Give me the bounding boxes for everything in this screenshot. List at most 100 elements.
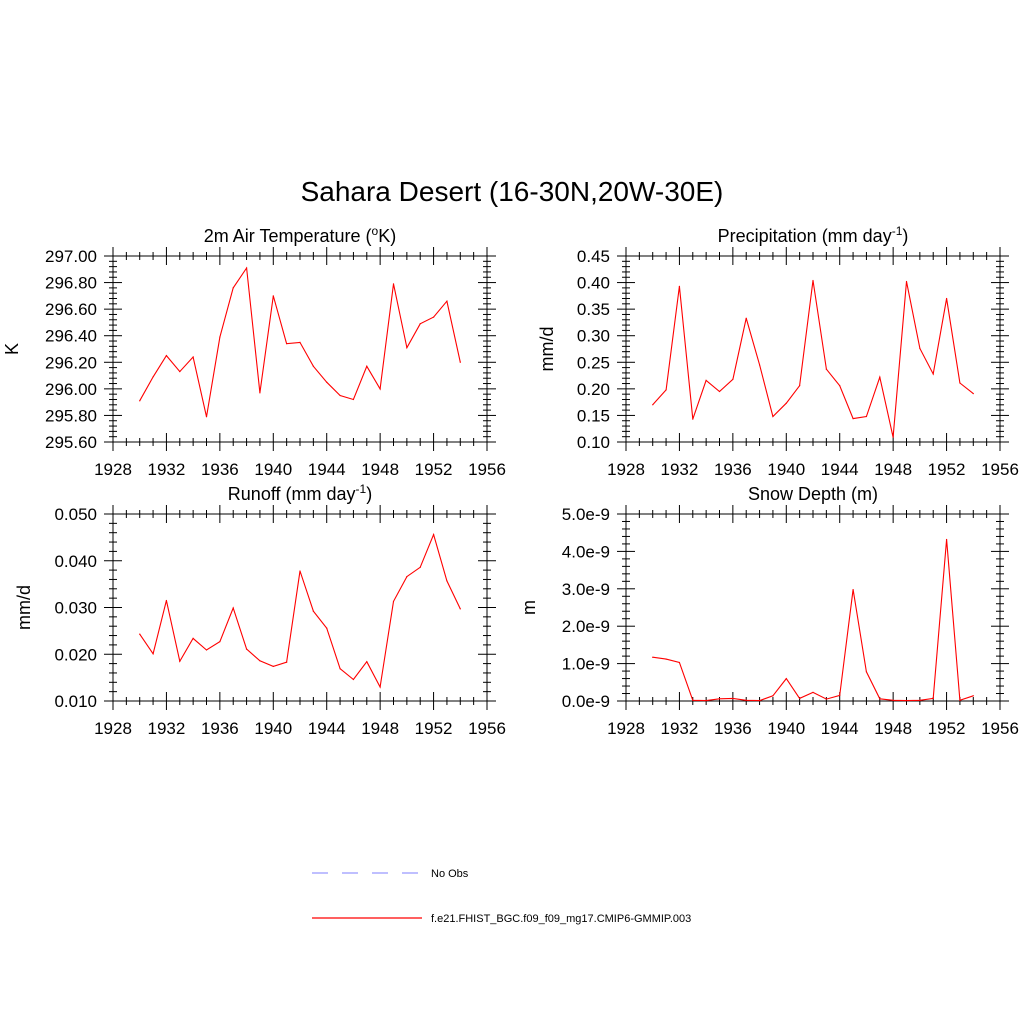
data-point (139, 400, 141, 402)
data-point (799, 697, 801, 699)
data-point (406, 347, 408, 349)
panel-title: Precipitation (mm day-1) (718, 224, 909, 246)
data-point (718, 390, 721, 393)
y-tick-label: 0.40 (577, 274, 610, 293)
data-point (419, 323, 421, 325)
data-point (299, 341, 301, 343)
data-point (312, 610, 314, 612)
data-point (705, 379, 707, 381)
data-point (392, 600, 395, 603)
data-point (799, 385, 801, 387)
data-point (745, 699, 747, 701)
x-tick-label: 1940 (254, 460, 292, 479)
data-point (205, 416, 208, 418)
y-tick-label: 295.80 (45, 406, 97, 425)
y-tick-label: 1.0e-9 (562, 655, 610, 674)
data-point (718, 698, 721, 700)
data-point (665, 389, 667, 391)
data-point (366, 365, 368, 367)
data-point (245, 267, 248, 269)
y-tick-label: 0.010 (54, 692, 97, 711)
y-tick-label: 0.040 (54, 552, 97, 571)
data-point (758, 700, 761, 702)
y-tick-label: 296.80 (45, 274, 97, 293)
data-point (312, 365, 314, 367)
y-tick-label: 296.40 (45, 327, 97, 346)
data-point (379, 686, 381, 688)
data-point (232, 607, 234, 609)
data-point (652, 656, 654, 658)
panel-title: Snow Depth (m) (748, 484, 878, 504)
data-point (745, 317, 747, 319)
series-line (652, 539, 974, 702)
data-point (459, 361, 461, 363)
data-point (865, 415, 868, 418)
y-tick-label: 296.00 (45, 380, 97, 399)
y-axis-label: mm/d (537, 327, 557, 372)
data-point (339, 668, 341, 670)
data-point (152, 376, 154, 378)
data-point (678, 285, 681, 287)
data-point (705, 700, 707, 702)
y-tick-label: 0.30 (577, 327, 610, 346)
x-tick-label: 1944 (308, 460, 346, 479)
x-tick-label: 1928 (607, 460, 645, 479)
data-point (892, 699, 894, 701)
data-point (865, 671, 868, 673)
y-tick-label: 297.00 (45, 247, 97, 266)
data-point (165, 355, 168, 357)
data-point (219, 641, 221, 643)
data-point (446, 300, 448, 302)
x-tick-label: 1940 (767, 460, 805, 479)
data-point (932, 697, 934, 699)
y-tick-label: 296.60 (45, 300, 97, 319)
data-point (905, 280, 908, 283)
data-point (785, 677, 787, 680)
y-tick-label: 0.25 (577, 353, 610, 372)
data-point (905, 700, 908, 702)
series-line (652, 280, 974, 438)
data-point (419, 566, 421, 568)
y-tick-label: 295.60 (45, 433, 97, 452)
data-point (245, 648, 248, 650)
data-point (379, 388, 381, 390)
data-point (839, 385, 841, 387)
panel-title-text: Precipitation (718, 226, 822, 246)
data-point (352, 398, 355, 401)
data-point (945, 297, 948, 300)
legend: No Obs f.e21.FHIST_BGC.f09_f09_mg17.CMIP6… (312, 868, 691, 925)
data-point (825, 368, 827, 370)
data-point (652, 404, 654, 406)
x-tick-label: 1928 (94, 460, 132, 479)
data-point (299, 570, 301, 572)
x-tick-label: 1940 (254, 719, 292, 738)
data-point (852, 418, 854, 420)
data-point (879, 698, 881, 700)
data-point (205, 649, 208, 651)
x-tick-label: 1952 (415, 719, 453, 738)
series-line (139, 532, 461, 689)
x-tick-label: 1952 (415, 460, 453, 479)
data-point (732, 697, 734, 699)
data-point (179, 660, 181, 662)
data-point (812, 691, 814, 693)
x-tick-label: 1948 (361, 719, 399, 738)
data-point (459, 608, 461, 610)
y-tick-label: 296.20 (45, 353, 97, 372)
x-tick-label: 1932 (661, 719, 699, 738)
panels: 2m Air Temperature (oK) 1928 1932 1936 1940 1… (2, 224, 1019, 738)
data-point (919, 347, 921, 350)
data-point (272, 295, 274, 297)
data-point (692, 699, 694, 701)
panel-title: Runoff (mm day-1) (228, 482, 372, 504)
panel-title-text: Runoff (228, 484, 286, 504)
data-point (432, 533, 435, 536)
data-point (272, 665, 274, 668)
data-point (232, 287, 234, 289)
data-point (825, 698, 827, 700)
data-point (812, 279, 814, 282)
x-tick-label: 1944 (821, 460, 859, 479)
panel-title-text: Snow Depth (748, 484, 851, 504)
data-point (366, 661, 368, 663)
y-tick-label: 0.0e-9 (562, 692, 610, 711)
